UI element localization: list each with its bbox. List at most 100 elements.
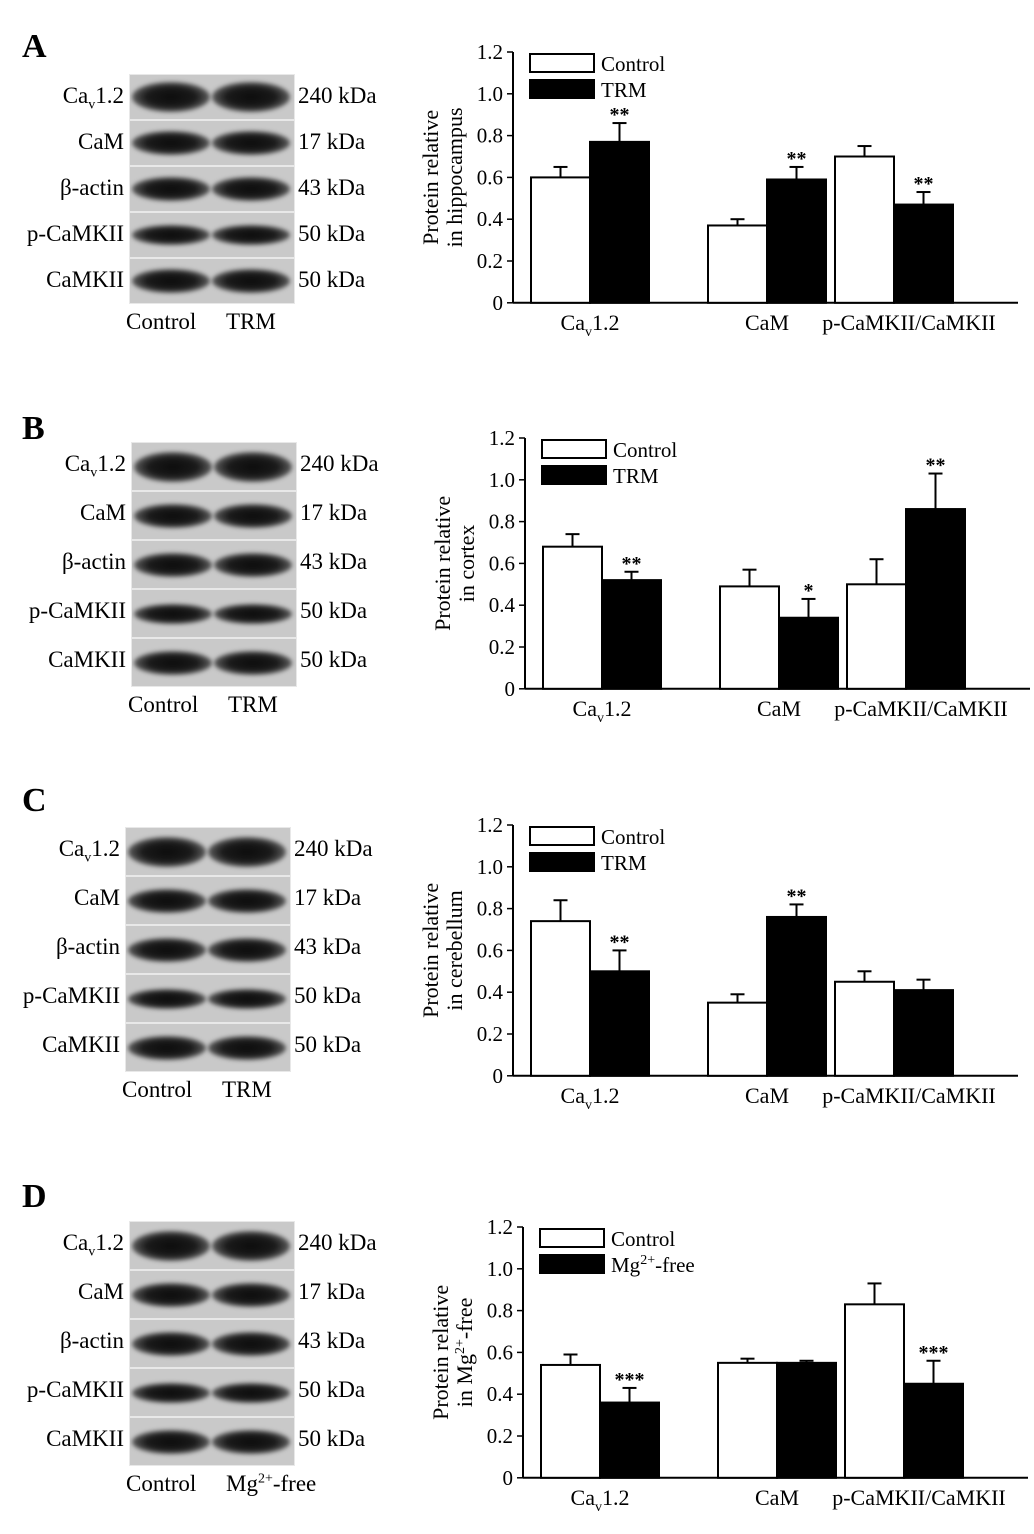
molecular-weight-label: 50 kDa: [300, 647, 368, 672]
y-tick-label: 0.8: [477, 897, 503, 921]
y-tick-label: 1.0: [477, 82, 503, 106]
legend-swatch: [539, 1254, 605, 1274]
y-tick-label: 0.2: [487, 1424, 513, 1448]
molecular-weight-label: 240 kDa: [300, 451, 379, 476]
legend-swatch: [529, 826, 595, 846]
bar-control: [542, 545, 603, 690]
x-category-label: CaM: [757, 696, 801, 721]
y-tick-label: 0.4: [489, 593, 516, 617]
legend-label: Control: [613, 438, 677, 462]
protein-band: [132, 269, 210, 293]
y-tick-label: 0.8: [487, 1299, 513, 1323]
y-tick-label: 1.2: [477, 40, 503, 64]
molecular-weight-label: 50 kDa: [298, 221, 366, 246]
protein-band: [132, 177, 210, 201]
blot-row-label: β-actin: [61, 549, 126, 574]
y-axis-label: in Mg2+-free: [452, 1298, 477, 1408]
legend-swatch: [529, 79, 595, 99]
protein-band: [132, 131, 210, 155]
molecular-weight-label: 240 kDa: [294, 836, 373, 861]
protein-band: [134, 503, 212, 528]
molecular-weight-label: 50 kDa: [300, 598, 368, 623]
chart-panel-c: 0 0.2 0.4 0.6 0.8 1.0 1.2 Protein relative in ce…: [418, 813, 1018, 1113]
molecular-weight-label: 50 kDa: [298, 1426, 366, 1451]
molecular-weight-label: 17 kDa: [298, 1279, 366, 1304]
bar-control: [834, 980, 895, 1077]
significance-marker: **: [914, 173, 934, 195]
blot-row-label: CaM: [74, 885, 120, 910]
bar-treatment: [599, 1401, 660, 1479]
blot-row: [130, 75, 294, 119]
significance-marker: **: [610, 931, 630, 953]
blot-row-label: β-actin: [59, 175, 124, 200]
significance-marker: *: [804, 580, 814, 602]
y-axis-label: in cortex: [454, 525, 479, 603]
significance-marker: **: [622, 553, 642, 575]
blot-row: [130, 1418, 294, 1465]
blot-row-label: CaMKII: [48, 647, 126, 672]
bar-treatment: [776, 1361, 837, 1479]
protein-band: [132, 1429, 210, 1454]
protein-band: [214, 603, 292, 624]
protein-band: [132, 1382, 210, 1403]
lane-label: TRM: [226, 309, 276, 334]
protein-band: [212, 1429, 290, 1454]
bar-control: [707, 224, 768, 304]
molecular-weight-label: 240 kDa: [298, 1230, 377, 1255]
bar-control: [530, 176, 591, 304]
y-tick-label: 0.6: [477, 165, 503, 189]
protein-band: [212, 177, 290, 201]
bar-treatment: [766, 178, 827, 304]
legend-swatch: [541, 465, 607, 485]
blot-row: [130, 1222, 294, 1269]
protein-band: [134, 650, 212, 675]
y-tick-label: 0: [503, 1466, 514, 1490]
legend-label: Mg2+-free: [611, 1253, 695, 1277]
protein-band: [128, 836, 206, 867]
bar-treatment: [893, 989, 954, 1077]
y-tick-label: 1.0: [477, 855, 503, 879]
blot-row: [126, 975, 290, 1022]
chart-panel-b: 0 0.2 0.4 0.6 0.8 1.0 1.2 Protein relative in co…: [430, 426, 1030, 726]
blot-row: [130, 1320, 294, 1367]
legend-label: Control: [601, 825, 665, 849]
blot-row-label: p-CaMKII: [28, 598, 126, 623]
panel-letter: D: [22, 1178, 47, 1215]
bar-control: [530, 920, 591, 1077]
protein-band: [208, 888, 286, 913]
blot-row-label: CaMKII: [46, 1426, 124, 1451]
protein-band: [134, 603, 212, 624]
bar-control: [846, 583, 907, 690]
protein-band: [208, 1035, 286, 1060]
significance-marker: **: [926, 455, 946, 477]
y-tick-label: 0: [505, 677, 516, 701]
protein-band: [132, 1331, 210, 1356]
significance-marker: **: [787, 885, 807, 907]
chart-panel-d: 0 0.2 0.4 0.6 0.8 1.0 1.2 Protein relative in Mg…: [428, 1215, 1028, 1515]
protein-band: [212, 225, 290, 245]
panel-letter: B: [22, 410, 45, 447]
blot-row-label: p-CaMKII: [26, 1377, 124, 1402]
y-axis-label: Protein relative: [428, 1285, 453, 1420]
protein-band: [214, 650, 292, 675]
blot-row-label: CaMKII: [42, 1032, 120, 1057]
y-tick-label: 0: [493, 1064, 504, 1088]
bar-treatment: [589, 140, 650, 304]
blot-row-label: p-CaMKII: [22, 983, 120, 1008]
lane-label: Control: [126, 309, 197, 334]
bar-control: [719, 585, 780, 690]
bar-treatment: [903, 1382, 964, 1479]
y-axis-label: in hippocampus: [442, 107, 467, 247]
y-tick-label: 0.2: [477, 249, 503, 273]
protein-band: [208, 937, 286, 962]
blot-row-label: β-actin: [59, 1328, 124, 1353]
lane-label: TRM: [222, 1077, 272, 1102]
molecular-weight-label: 43 kDa: [298, 175, 366, 200]
molecular-weight-label: 43 kDa: [294, 934, 362, 959]
protein-band: [212, 269, 290, 293]
significance-marker: ***: [919, 1342, 949, 1364]
protein-band: [132, 1230, 210, 1261]
protein-band: [132, 1282, 210, 1307]
bar-treatment: [893, 203, 954, 304]
y-tick-label: 0.4: [477, 207, 504, 231]
